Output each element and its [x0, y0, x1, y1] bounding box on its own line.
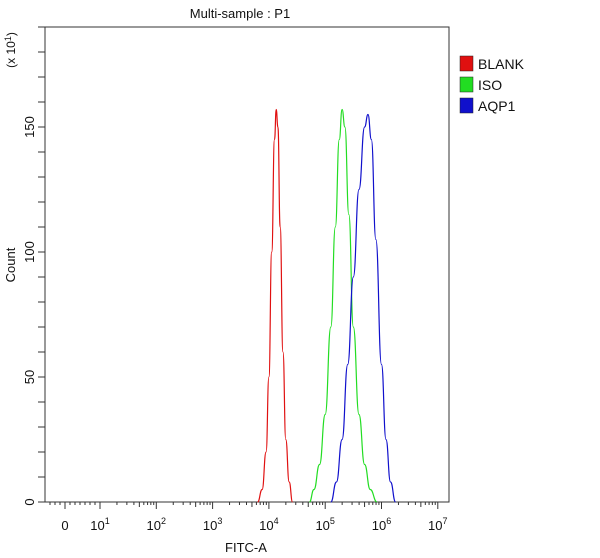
legend-label-aqp1: AQP1 — [478, 98, 516, 114]
y-axis: 0 50 100 150 — [22, 26, 45, 506]
y-tick-label: 150 — [22, 116, 37, 138]
y-axis-label: Count — [3, 247, 18, 282]
curves — [257, 108, 397, 503]
legend-swatch-iso — [459, 76, 474, 93]
series-line-iso — [309, 108, 378, 503]
x-tick-label: 103 — [203, 516, 222, 533]
legend-label-iso: ISO — [478, 77, 502, 93]
x-tick-label: 107 — [428, 516, 447, 533]
x-tick-label: 0 — [61, 518, 68, 533]
x-tick-label: 101 — [90, 516, 109, 533]
x-tick-label: 104 — [259, 516, 278, 533]
legend: BLANK ISO AQP1 — [459, 55, 525, 114]
x-axis: 0 101 102 103 104 105 106 107 — [49, 502, 448, 533]
y-tick-label: 50 — [22, 370, 37, 384]
x-tick-label: 105 — [315, 516, 334, 533]
series-line-aqp1 — [330, 113, 397, 503]
legend-swatch-blank — [459, 55, 474, 72]
y-multiplier-label: (x 101) — [3, 32, 18, 68]
x-tick-label: 106 — [372, 516, 391, 533]
series-line-blank — [257, 108, 294, 503]
x-axis-label: FITC-A — [225, 540, 267, 555]
legend-swatch-aqp1 — [459, 97, 474, 114]
y-tick-label: 0 — [22, 498, 37, 505]
plot-frame — [44, 26, 450, 503]
chart-title: Multi-sample : P1 — [190, 6, 290, 21]
x-tick-label: 102 — [147, 516, 166, 533]
y-tick-label: 100 — [22, 241, 37, 263]
legend-label-blank: BLANK — [478, 56, 525, 72]
